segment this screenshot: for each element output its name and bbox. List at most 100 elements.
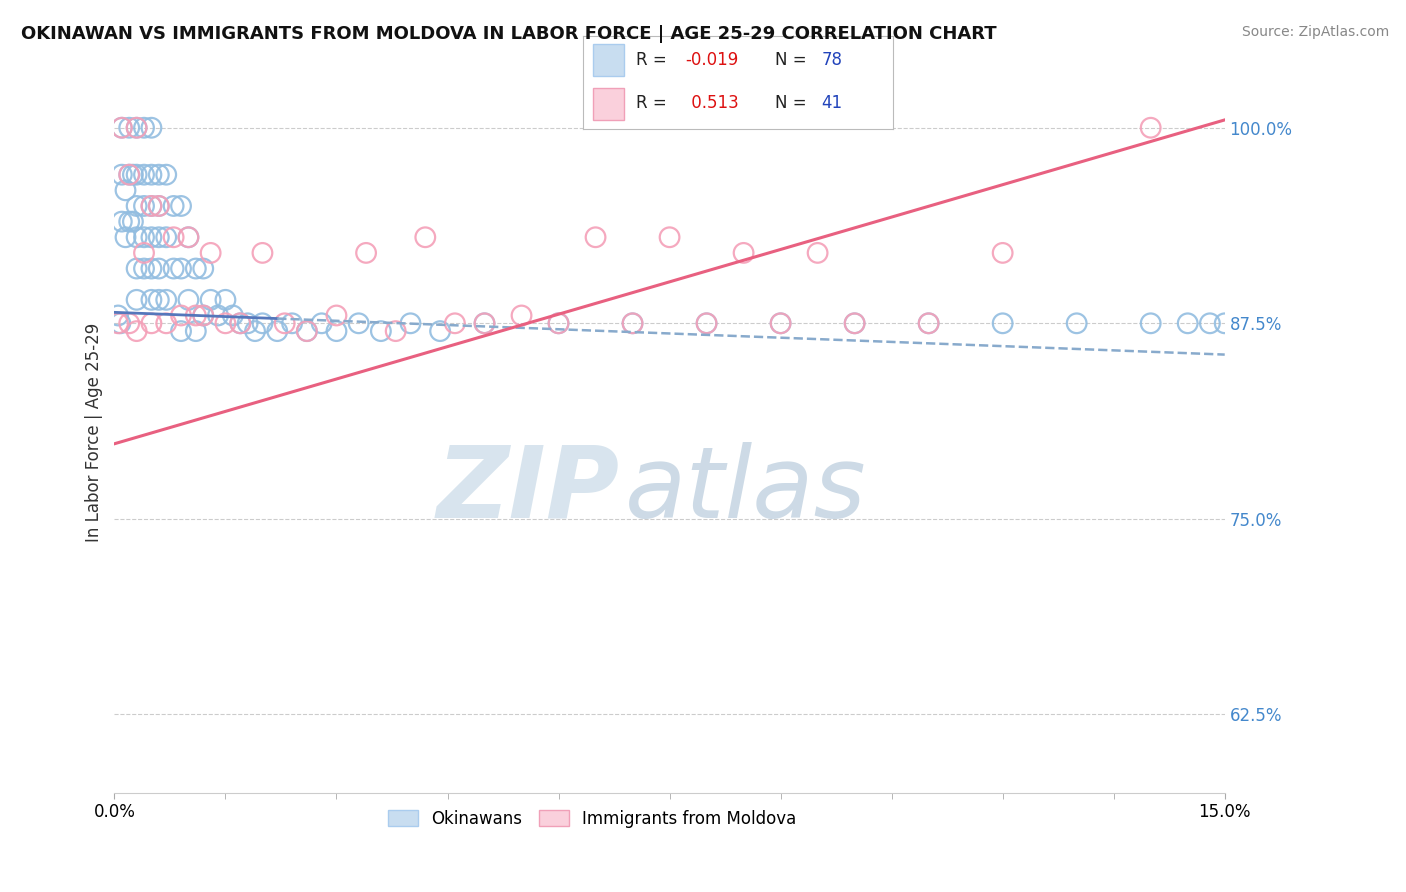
Point (193, 309, 215, 323)
FancyBboxPatch shape (593, 88, 624, 120)
Text: 78: 78 (821, 51, 842, 69)
Point (769, 316, 792, 330)
Point (111, 120, 134, 135)
Point (214, 293, 236, 307)
Point (114, 183, 136, 197)
Point (162, 199, 184, 213)
Point (155, 230, 177, 244)
Point (1139, 120, 1161, 135)
Point (155, 168, 177, 182)
Point (236, 316, 259, 330)
Point (325, 324, 347, 338)
Point (114, 230, 136, 244)
Point (184, 309, 207, 323)
Point (991, 316, 1014, 330)
Point (252, 316, 274, 330)
Point (399, 316, 422, 330)
Point (132, 246, 155, 260)
Text: -0.019: -0.019 (686, 51, 738, 69)
Point (229, 316, 252, 330)
Point (621, 316, 644, 330)
Point (141, 293, 163, 307)
Point (118, 168, 141, 182)
Point (547, 316, 569, 330)
Point (132, 199, 155, 213)
Text: N =: N = (775, 95, 813, 112)
Point (207, 309, 229, 323)
Point (148, 168, 170, 182)
FancyBboxPatch shape (593, 44, 624, 76)
Point (177, 230, 200, 244)
Text: R =: R = (636, 51, 672, 69)
Point (347, 316, 370, 330)
Point (1199, 316, 1222, 330)
Point (132, 230, 155, 244)
Point (429, 324, 451, 338)
Point (184, 324, 207, 338)
Point (474, 316, 496, 330)
Text: ZIP: ZIP (437, 442, 620, 539)
Text: OKINAWAN VS IMMIGRANTS FROM MOLDOVA IN LABOR FORCE | AGE 25-29 CORRELATION CHART: OKINAWAN VS IMMIGRANTS FROM MOLDOVA IN L… (21, 25, 997, 43)
Point (177, 293, 200, 307)
Point (125, 199, 148, 213)
Point (413, 230, 436, 244)
Point (141, 230, 163, 244)
Point (162, 261, 184, 276)
Point (107, 309, 129, 323)
Point (125, 261, 148, 276)
Point (170, 261, 193, 276)
Point (769, 316, 792, 330)
Point (200, 246, 222, 260)
Point (155, 316, 177, 330)
Point (200, 293, 222, 307)
Point (547, 316, 569, 330)
Point (281, 316, 304, 330)
Point (170, 309, 193, 323)
Point (844, 316, 866, 330)
Point (141, 168, 163, 182)
Point (148, 199, 170, 213)
Point (243, 324, 266, 338)
Point (170, 199, 193, 213)
Point (733, 246, 755, 260)
Point (295, 324, 318, 338)
Point (125, 168, 148, 182)
Point (917, 316, 939, 330)
Point (141, 316, 163, 330)
Point (141, 199, 163, 213)
Point (125, 230, 148, 244)
Point (214, 316, 236, 330)
Point (148, 293, 170, 307)
Point (1066, 316, 1088, 330)
Point (917, 316, 939, 330)
Point (193, 309, 215, 323)
Point (444, 316, 467, 330)
Point (354, 246, 377, 260)
Point (141, 120, 163, 135)
Text: Source: ZipAtlas.com: Source: ZipAtlas.com (1241, 25, 1389, 39)
Point (325, 309, 347, 323)
Point (384, 324, 406, 338)
Point (222, 309, 245, 323)
Point (155, 293, 177, 307)
Point (510, 309, 533, 323)
Point (1177, 316, 1199, 330)
Point (295, 324, 318, 338)
Point (696, 316, 718, 330)
Point (696, 316, 718, 330)
Point (111, 120, 134, 135)
Point (184, 261, 207, 276)
Point (118, 120, 141, 135)
Point (118, 316, 141, 330)
Legend: Okinawans, Immigrants from Moldova: Okinawans, Immigrants from Moldova (381, 804, 803, 835)
Point (125, 120, 148, 135)
Point (111, 214, 134, 228)
Point (585, 230, 607, 244)
Text: N =: N = (775, 51, 813, 69)
Point (621, 316, 644, 330)
Point (170, 324, 193, 338)
Point (132, 168, 155, 182)
Y-axis label: In Labor Force | Age 25-29: In Labor Force | Age 25-29 (86, 323, 103, 542)
Text: atlas: atlas (626, 442, 866, 539)
Point (122, 214, 145, 228)
